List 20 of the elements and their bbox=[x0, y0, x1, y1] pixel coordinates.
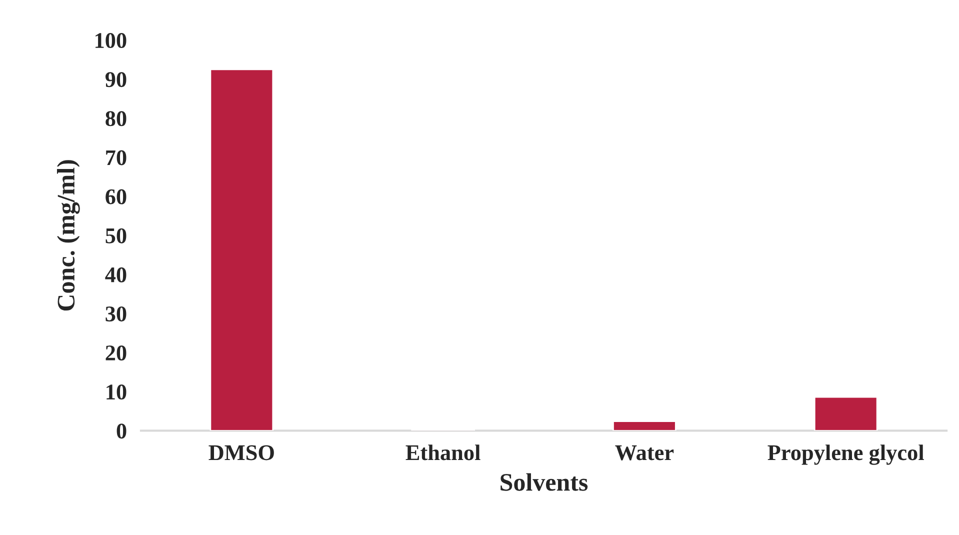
y-tick-label: 90 bbox=[105, 72, 126, 88]
x-tick-label: Water bbox=[615, 445, 674, 460]
x-tick-label: Ethanol bbox=[406, 444, 480, 460]
y-tick-label: 40 bbox=[105, 267, 126, 282]
y-tick-label: 70 bbox=[106, 150, 126, 166]
y-tick-label: 20 bbox=[106, 345, 126, 360]
y-tick-label: 80 bbox=[106, 111, 126, 126]
x-tick-label: Propylene glycol bbox=[768, 444, 924, 465]
y-tick-label: 100 bbox=[96, 33, 126, 48]
bar bbox=[210, 68, 274, 431]
bar bbox=[814, 396, 878, 431]
y-tick-label: 0 bbox=[116, 424, 126, 439]
y-tick-label: 10 bbox=[106, 384, 126, 400]
y-tick-label: 30 bbox=[106, 306, 126, 322]
x-tick-label: DMSO bbox=[208, 445, 274, 460]
y-axis-title: Conc. (mg/ml) bbox=[56, 160, 80, 311]
bar bbox=[612, 420, 676, 431]
y-tick-label: 60 bbox=[106, 189, 126, 204]
y-tick-label: 50 bbox=[106, 228, 126, 244]
x-axis-title: Solvents bbox=[500, 473, 588, 491]
